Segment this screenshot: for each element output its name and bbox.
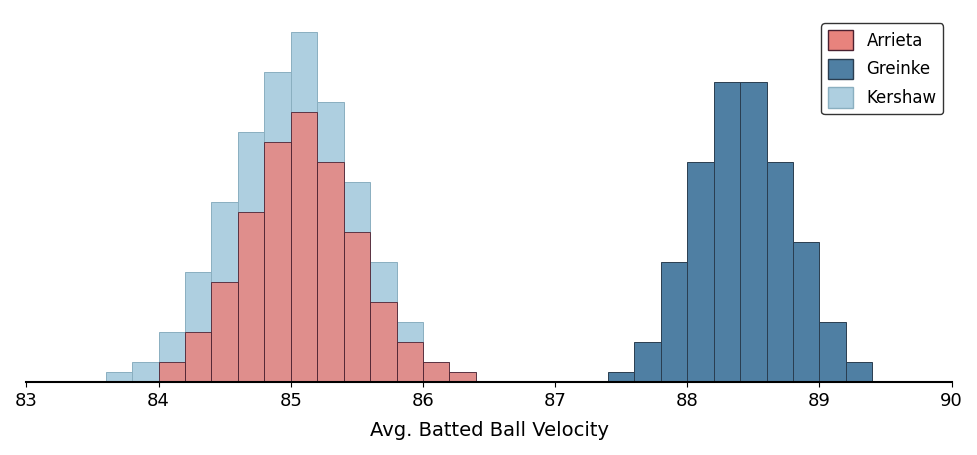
Bar: [264, 142, 290, 382]
Bar: [792, 243, 819, 382]
Bar: [740, 82, 766, 382]
Bar: [369, 262, 396, 382]
Legend: Arrieta, Greinke, Kershaw: Arrieta, Greinke, Kershaw: [821, 23, 943, 114]
Bar: [422, 362, 448, 382]
Bar: [448, 372, 476, 382]
Bar: [185, 332, 211, 382]
Bar: [660, 262, 687, 382]
Bar: [713, 82, 740, 382]
Bar: [237, 132, 264, 382]
Bar: [290, 112, 317, 382]
Bar: [106, 372, 132, 382]
Bar: [158, 332, 185, 382]
Bar: [264, 72, 290, 382]
Bar: [185, 272, 211, 382]
Bar: [317, 102, 343, 382]
Bar: [317, 162, 343, 382]
Bar: [343, 233, 369, 382]
Bar: [687, 162, 713, 382]
X-axis label: Avg. Batted Ball Velocity: Avg. Batted Ball Velocity: [369, 421, 608, 440]
Bar: [237, 212, 264, 382]
Bar: [422, 362, 448, 382]
Bar: [766, 162, 792, 382]
Bar: [343, 182, 369, 382]
Bar: [369, 302, 396, 382]
Bar: [396, 342, 422, 382]
Bar: [845, 362, 871, 382]
Bar: [211, 202, 237, 382]
Bar: [132, 362, 158, 382]
Bar: [819, 322, 845, 382]
Bar: [211, 282, 237, 382]
Bar: [608, 372, 634, 382]
Bar: [396, 322, 422, 382]
Bar: [158, 362, 185, 382]
Bar: [290, 32, 317, 382]
Bar: [634, 342, 660, 382]
Bar: [448, 372, 476, 382]
